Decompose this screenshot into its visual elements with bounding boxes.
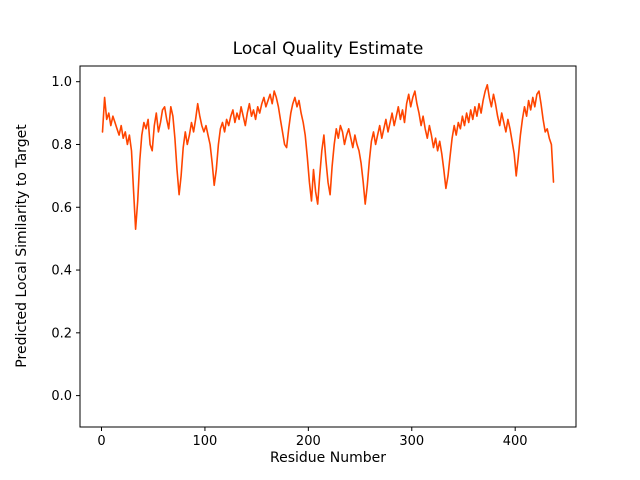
y-tick-label: 0.8: [51, 138, 72, 153]
y-tick-label: 0.4: [51, 264, 72, 279]
x-tick-label: 200: [296, 434, 321, 449]
y-tick-label: 0.6: [51, 201, 72, 216]
y-axis-label: Predicted Local Similarity to Target: [14, 124, 30, 368]
x-tick-label: 400: [503, 434, 528, 449]
axis-ticks: 0 100 200 300 400 0.0 0.2 0.4 0.6 0.8 1.0: [51, 75, 527, 449]
chart-title: Local Quality Estimate: [233, 39, 424, 59]
y-tick-label: 0.0: [51, 389, 72, 404]
y-tick-label: 0.2: [51, 326, 72, 341]
plot-frame: [79, 65, 577, 428]
x-tick-label: 0: [97, 434, 105, 449]
x-tick-label: 300: [399, 434, 424, 449]
x-axis-label: Residue Number: [270, 450, 386, 466]
x-tick-label: 100: [193, 434, 218, 449]
quality-line: [101, 84, 555, 230]
y-tick-label: 1.0: [51, 75, 72, 90]
